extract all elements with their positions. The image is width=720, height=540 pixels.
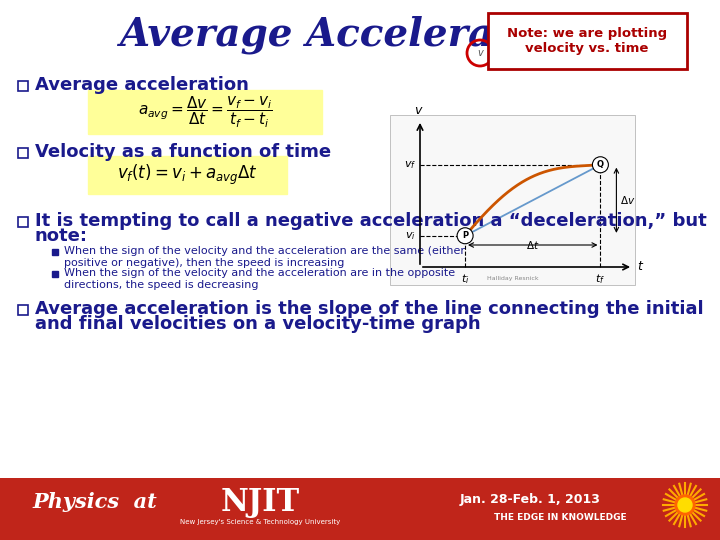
FancyBboxPatch shape	[488, 13, 687, 69]
Circle shape	[593, 157, 608, 173]
Text: $v_f$: $v_f$	[404, 159, 416, 171]
Bar	[18, 217, 28, 227]
Text: Average acceleration is the slope of the line connecting the initial: Average acceleration is the slope of the…	[35, 300, 703, 318]
Text: $t_i$: $t_i$	[461, 272, 469, 286]
Text: THE EDGE IN KNOWLEDGE: THE EDGE IN KNOWLEDGE	[494, 514, 626, 523]
Text: directions, the speed is decreasing: directions, the speed is decreasing	[64, 280, 258, 290]
Text: $t_f$: $t_f$	[595, 272, 606, 286]
Text: $\Delta v$: $\Delta v$	[621, 194, 636, 206]
Bar	[18, 81, 28, 91]
Bar	[18, 305, 28, 315]
Text: Q: Q	[597, 160, 604, 169]
Text: When the sign of the velocity and the acceleration are in the opposite: When the sign of the velocity and the ac…	[64, 268, 455, 278]
Text: t: t	[637, 260, 642, 273]
Text: New Jersey's Science & Technology University: New Jersey's Science & Technology Univer…	[180, 519, 340, 525]
Text: Note: we are plotting
velocity vs. time: Note: we are plotting velocity vs. time	[507, 27, 667, 55]
Text: $v_i$: $v_i$	[405, 230, 416, 242]
Text: note:: note:	[35, 227, 88, 245]
Bar	[52, 249, 58, 255]
Text: $v_f(t) = v_i + a_{avg}\Delta t$: $v_f(t) = v_i + a_{avg}\Delta t$	[117, 163, 258, 187]
Circle shape	[457, 228, 473, 244]
Text: NJIT: NJIT	[220, 487, 300, 517]
Text: $a_{avg} = \dfrac{\Delta v}{\Delta t} = \dfrac{v_f - v_i}{t_f - t_i}$: $a_{avg} = \dfrac{\Delta v}{\Delta t} = …	[138, 94, 272, 130]
Text: positive or negative), then the speed is increasing: positive or negative), then the speed is…	[64, 258, 344, 268]
Text: Physics  at: Physics at	[32, 492, 158, 512]
Text: Jan. 28-Feb. 1, 2013: Jan. 28-Feb. 1, 2013	[459, 494, 600, 507]
Text: and final velocities on a velocity-time graph: and final velocities on a velocity-time …	[35, 315, 481, 333]
Text: When the sign of the velocity and the acceleration are the same (either: When the sign of the velocity and the ac…	[64, 246, 465, 256]
Bar	[18, 148, 28, 158]
Text: Halliday Resnick: Halliday Resnick	[487, 276, 539, 281]
Text: v: v	[414, 104, 422, 117]
Text: P: P	[462, 231, 468, 240]
Bar	[390, 115, 635, 285]
Text: Average Acceleration: Average Acceleration	[120, 16, 580, 54]
Bar	[0, 478, 720, 540]
Text: Velocity as a function of time: Velocity as a function of time	[35, 143, 331, 161]
Text: Average acceleration: Average acceleration	[35, 76, 249, 94]
Text: It is tempting to call a negative acceleration a “deceleration,” but: It is tempting to call a negative accele…	[35, 212, 707, 230]
Text: $\Delta t$: $\Delta t$	[526, 239, 539, 251]
Circle shape	[678, 498, 692, 512]
Text: v: v	[477, 48, 483, 58]
Circle shape	[675, 495, 695, 515]
FancyBboxPatch shape	[88, 156, 287, 194]
Bar	[52, 271, 58, 277]
FancyBboxPatch shape	[88, 90, 322, 134]
